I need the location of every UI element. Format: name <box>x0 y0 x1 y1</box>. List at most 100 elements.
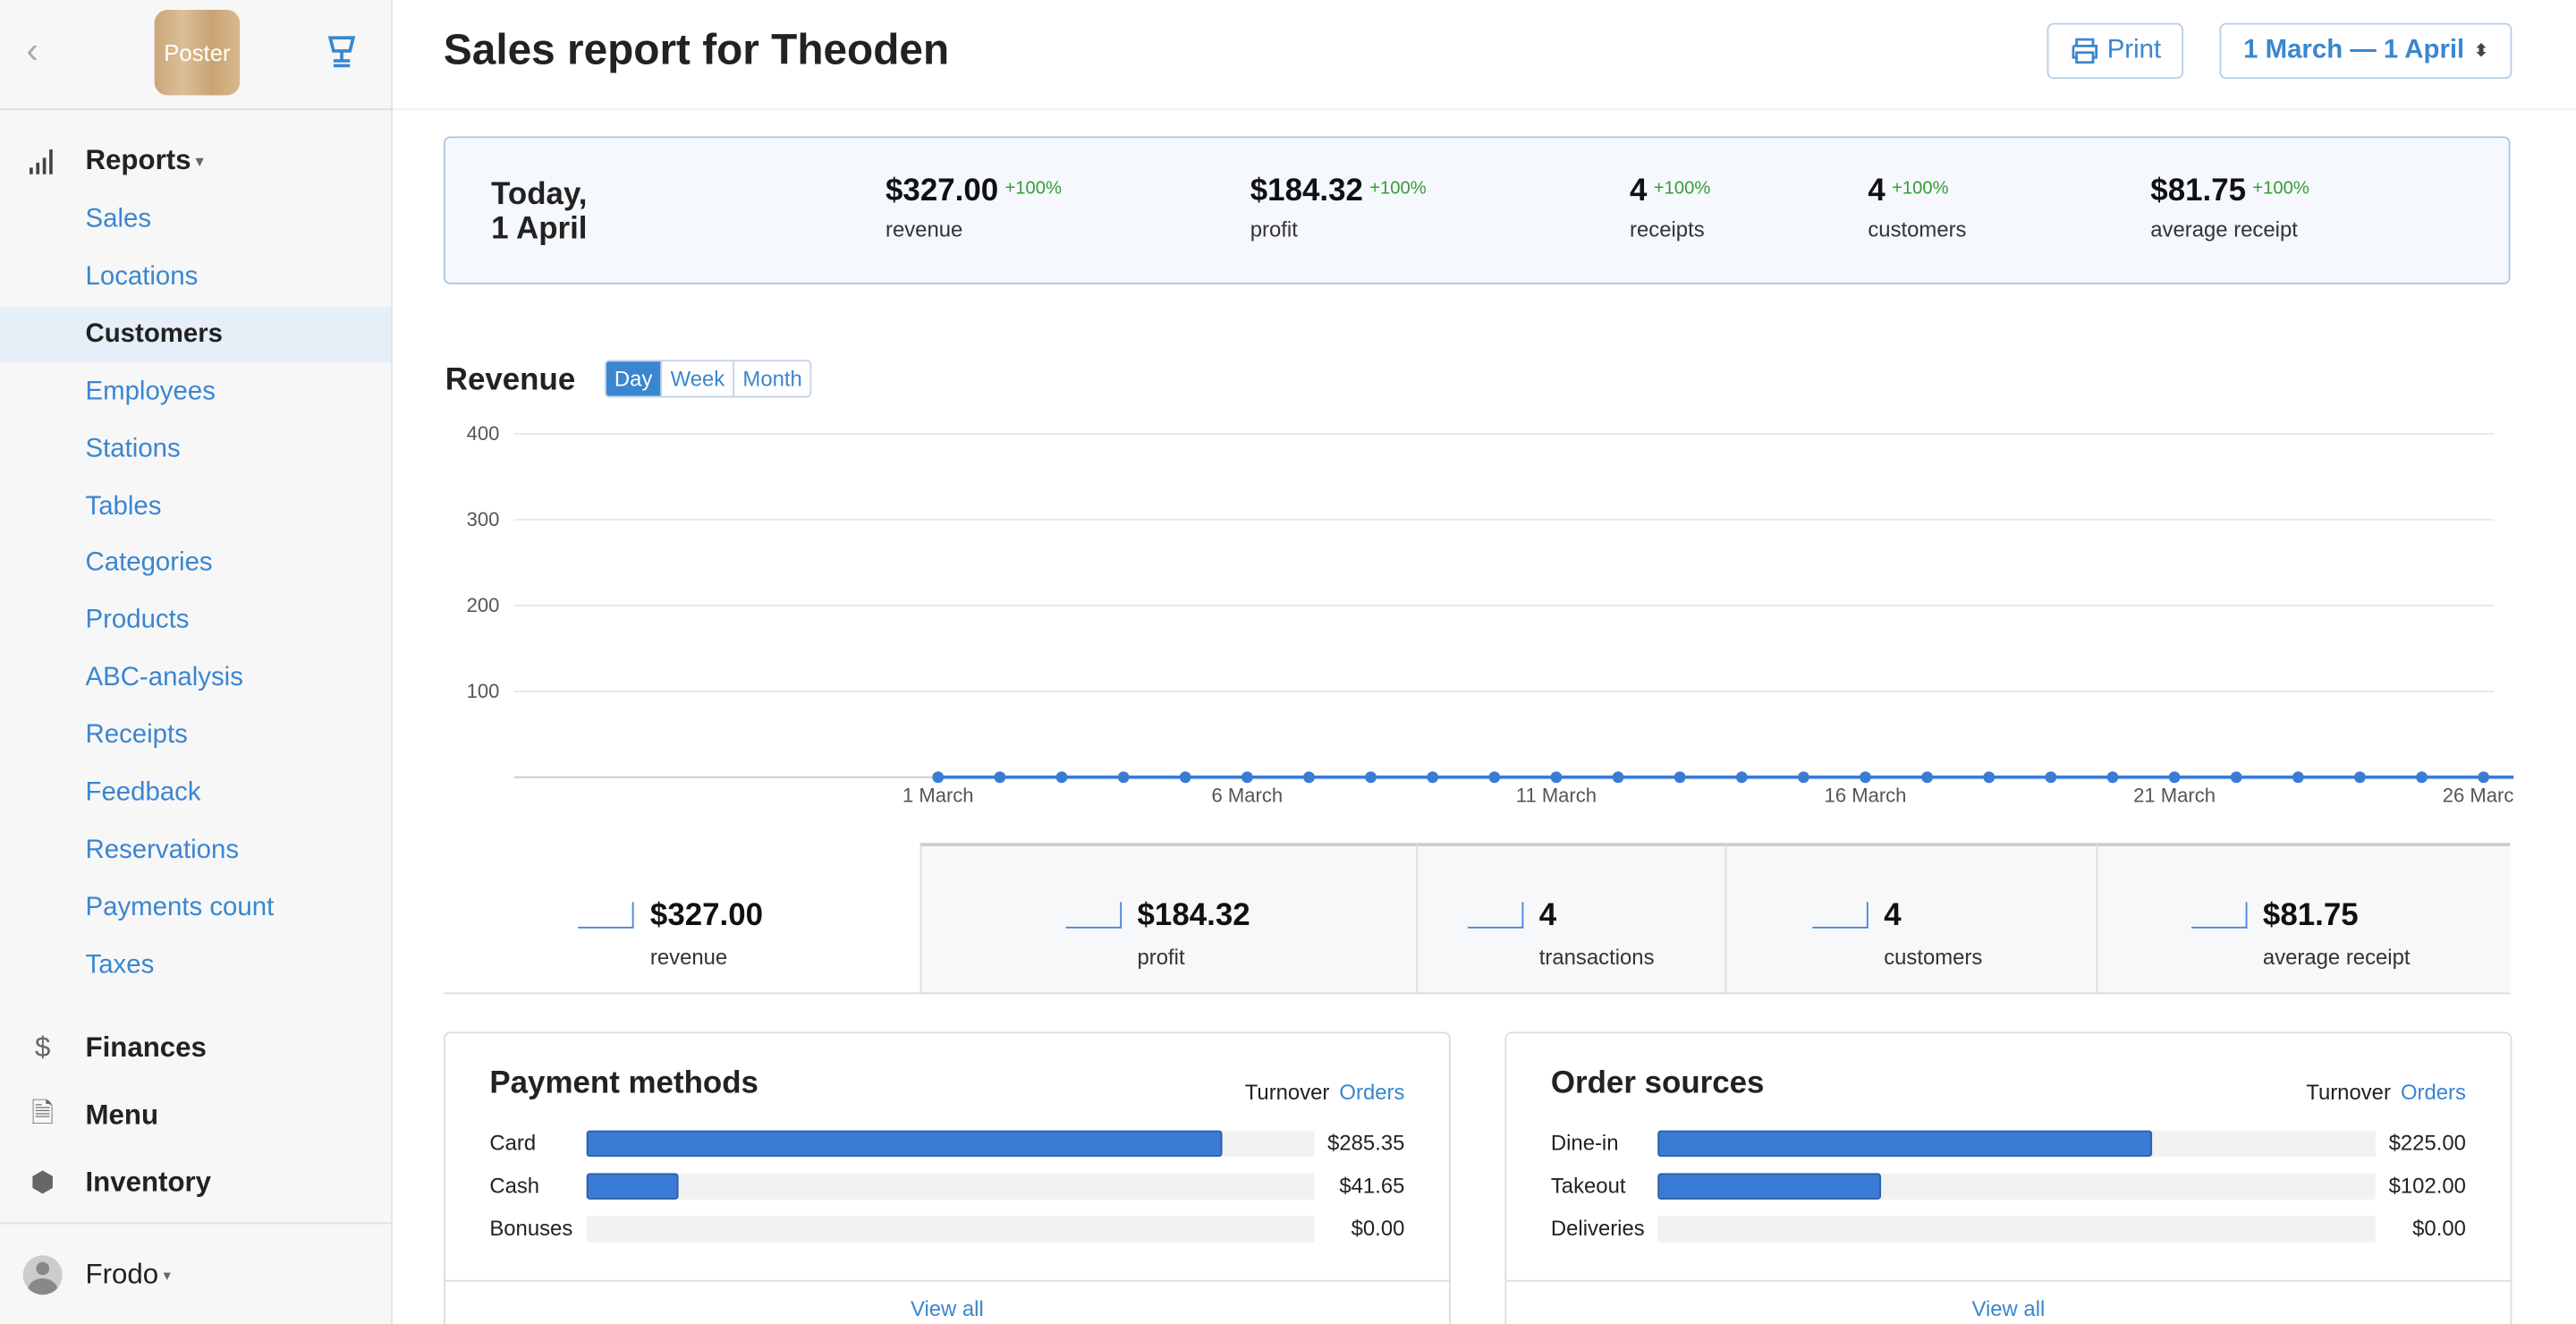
y-tick-label: 300 <box>467 508 500 530</box>
summary-card-customers[interactable]: 4 customers <box>1724 843 2097 995</box>
data-point-25-March[interactable] <box>2416 771 2428 784</box>
summary-card-transactions[interactable]: 4 transactions <box>1416 843 1725 995</box>
poster-logo[interactable]: Poster <box>154 10 241 96</box>
bar-row: Cash $41.65 <box>489 1173 1404 1200</box>
today-stat-customers: 4 +100% customers <box>1868 174 1966 242</box>
period-month[interactable]: Month <box>733 361 810 396</box>
stat-value: $184.32 <box>1250 174 1363 209</box>
summary-card-average-receipt[interactable]: $81.75 average receipt <box>2096 843 2511 995</box>
data-point-7-March[interactable] <box>1303 771 1315 784</box>
data-point-9-March[interactable] <box>1427 771 1439 784</box>
sidebar-item-reservations[interactable]: Reservations <box>85 836 240 864</box>
period-week[interactable]: Week <box>660 361 733 396</box>
row-name: Bonuses <box>489 1216 573 1241</box>
sidebar-item-employees[interactable]: Employees <box>85 377 216 406</box>
sidebar-item-receipts[interactable]: Receipts <box>85 721 188 750</box>
data-point-6-March[interactable] <box>1241 771 1253 784</box>
sidebar-item-categories[interactable]: Categories <box>85 549 213 578</box>
data-point-16-March[interactable] <box>1860 771 1871 784</box>
sidebar-item-feedback[interactable]: Feedback <box>85 778 201 807</box>
data-point-2-March[interactable] <box>994 771 1006 784</box>
sidebar-item-abc-analysis[interactable]: ABC-analysis <box>85 664 243 692</box>
bar-track <box>586 1173 1315 1200</box>
card-label: transactions <box>1538 945 1655 970</box>
data-point-5-March[interactable] <box>1179 771 1191 784</box>
data-point-19-March[interactable] <box>2045 771 2057 784</box>
x-tick-label: 11 March <box>1516 784 1597 806</box>
summary-card-profit[interactable]: $184.32 profit <box>919 843 1417 995</box>
back-chevron-icon[interactable]: ‹ <box>26 30 38 71</box>
bar-row: Takeout $102.00 <box>1551 1173 2466 1200</box>
sidebar-item-payments-count[interactable]: Payments count <box>85 893 275 922</box>
main-content: Sales report for Theoden Print 1 March —… <box>392 0 2576 1324</box>
sidebar-item-locations[interactable]: Locations <box>85 262 199 291</box>
sidebar-section-inventory[interactable]: ⬢ Inventory <box>0 1163 391 1202</box>
period-day[interactable]: Day <box>606 361 661 396</box>
row-name: Cash <box>489 1173 540 1198</box>
sidebar-section-reports[interactable]: Reports ▾ <box>0 141 391 181</box>
stat-change: +100% <box>1369 179 1427 199</box>
card-value: 4 <box>1538 898 1557 934</box>
data-point-14-March[interactable] <box>1735 771 1748 784</box>
user-menu[interactable]: Frodo ▾ <box>0 1222 392 1324</box>
row-amount: $285.35 <box>1327 1130 1405 1156</box>
print-label: Print <box>2106 36 2162 64</box>
data-point-15-March[interactable] <box>1797 771 1809 784</box>
stat-label: revenue <box>885 216 963 242</box>
data-point-20-March[interactable] <box>2106 771 2119 784</box>
summary-card-revenue[interactable]: $327.00 revenue <box>443 843 920 995</box>
data-point-22-March[interactable] <box>2230 771 2242 784</box>
today-stat-average-receipt: $81.75 +100% average receipt <box>2150 174 2309 242</box>
inventory-label: Inventory <box>85 1167 212 1198</box>
data-point-10-March[interactable] <box>1488 771 1501 784</box>
data-point-12-March[interactable] <box>1612 771 1624 784</box>
view-all-link[interactable]: View all <box>445 1279 1449 1321</box>
sidebar-section-finances[interactable]: $ Finances <box>0 1029 391 1068</box>
card-label: average receipt <box>2262 945 2411 970</box>
stat-change: +100% <box>2252 179 2309 199</box>
orders-tab[interactable]: Orders <box>2400 1079 2466 1105</box>
bar-chart-icon <box>0 146 86 175</box>
sidebar-item-customers[interactable]: Customers <box>0 307 392 363</box>
card-label: revenue <box>649 945 728 970</box>
pos-terminal-icon[interactable] <box>322 33 361 72</box>
layers-icon: ⬢ <box>30 1167 55 1198</box>
row-amount: $225.00 <box>2388 1130 2466 1156</box>
revenue-line <box>937 775 2514 779</box>
sidebar-item-sales[interactable]: Sales <box>85 205 152 233</box>
data-point-24-March[interactable] <box>2354 771 2366 784</box>
row-amount: $102.00 <box>2388 1173 2466 1198</box>
sparkline <box>1811 902 1868 929</box>
data-point-8-March[interactable] <box>1365 771 1377 784</box>
data-point-21-March[interactable] <box>2168 771 2181 784</box>
data-point-13-March[interactable] <box>1674 771 1686 784</box>
sidebar-section-menu[interactable]: 🗎 Menu <box>0 1096 391 1135</box>
date-range-select[interactable]: 1 March — 1 April ⬍ <box>2219 22 2512 80</box>
summary-cards: $327.00 revenue $184.32 profit 4 transactions… <box>443 843 2511 995</box>
turnover-tab[interactable]: Turnover <box>1244 1079 1330 1105</box>
today-line2: 1 April <box>491 211 588 247</box>
row-amount: $0.00 <box>2412 1216 2466 1241</box>
x-tick-label: 21 March <box>2133 784 2216 806</box>
sidebar-item-taxes[interactable]: Taxes <box>85 950 155 980</box>
menu-label: Menu <box>85 1099 159 1131</box>
data-point-18-March[interactable] <box>1983 771 1996 784</box>
sidebar-item-products[interactable]: Products <box>85 607 190 635</box>
stat-label: customers <box>1868 216 1967 242</box>
turnover-tab[interactable]: Turnover <box>2306 1079 2391 1105</box>
date-range-value: 1 March — 1 April <box>2243 36 2465 64</box>
data-point-11-March[interactable] <box>1550 771 1563 784</box>
data-point-26-March[interactable] <box>2478 771 2490 784</box>
sidebar-item-tables[interactable]: Tables <box>85 492 162 521</box>
data-point-3-March[interactable] <box>1055 771 1068 784</box>
data-point-4-March[interactable] <box>1117 771 1130 784</box>
row-amount: $0.00 <box>1351 1216 1405 1241</box>
data-point-23-March[interactable] <box>2292 771 2304 784</box>
data-point-17-March[interactable] <box>1921 771 1934 784</box>
print-button[interactable]: Print <box>2046 22 2184 80</box>
stat-value: $327.00 <box>885 174 999 209</box>
view-all-link[interactable]: View all <box>1506 1279 2511 1321</box>
orders-tab[interactable]: Orders <box>1339 1079 1405 1105</box>
data-point-1-March[interactable] <box>932 771 945 784</box>
sidebar-item-stations[interactable]: Stations <box>85 434 181 463</box>
